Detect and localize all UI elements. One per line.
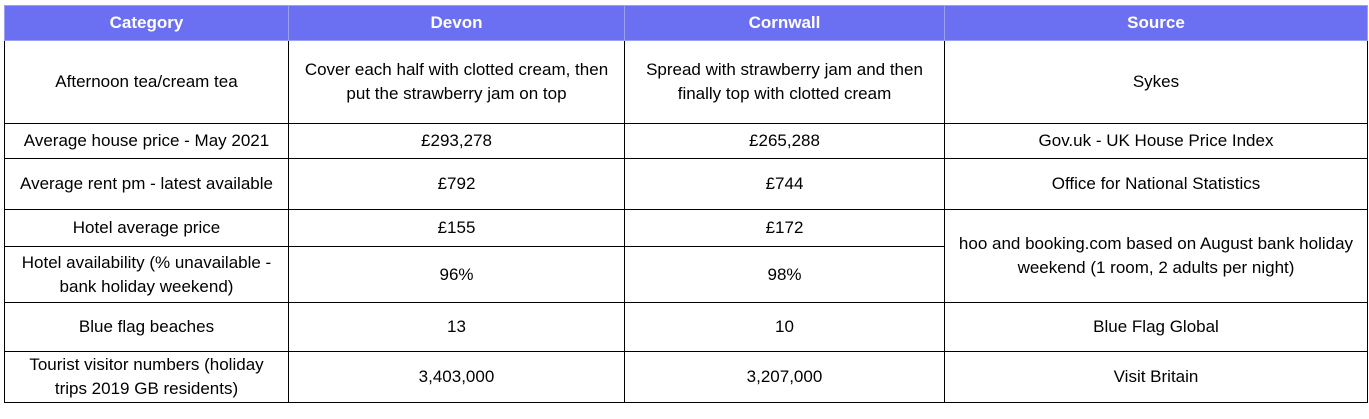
source-cell: Gov.uk - UK House Price Index xyxy=(944,123,1368,159)
devon-cell: 96% xyxy=(288,246,625,303)
table-row: Average house price - May 2021 £293,278 … xyxy=(4,123,1368,159)
devon-cell: £792 xyxy=(288,158,625,210)
source-cell: Sykes xyxy=(944,40,1368,124)
source-cell: Office for National Statistics xyxy=(944,158,1368,210)
category-cell: Blue flag beaches xyxy=(4,302,289,352)
header-cornwall: Cornwall xyxy=(624,5,945,41)
table-row: Tourist visitor numbers (holiday trips 2… xyxy=(4,351,1368,403)
table-row: Average rent pm - latest available £792 … xyxy=(4,158,1368,210)
source-cell-merged: hoo and booking.com based on August bank… xyxy=(944,209,1368,303)
header-row: Category Devon Cornwall Source xyxy=(4,5,1368,41)
category-cell: Afternoon tea/cream tea xyxy=(4,40,289,124)
cornwall-cell: 3,207,000 xyxy=(624,351,945,403)
devon-cell: 13 xyxy=(288,302,625,352)
cornwall-cell: £744 xyxy=(624,158,945,210)
cornwall-cell: £172 xyxy=(624,209,945,247)
cornwall-cell: 10 xyxy=(624,302,945,352)
header-category: Category xyxy=(4,5,289,41)
category-cell: Hotel average price xyxy=(4,209,289,247)
table-row: Hotel availability (% unavailable - bank… xyxy=(4,246,1368,303)
cornwall-cell: Spread with strawberry jam and then fina… xyxy=(624,40,945,124)
comparison-table: Category Devon Cornwall Source Afternoon… xyxy=(4,5,1368,403)
header-devon: Devon xyxy=(288,5,625,41)
cornwall-cell: 98% xyxy=(624,246,945,303)
category-cell: Average house price - May 2021 xyxy=(4,123,289,159)
cornwall-cell: £265,288 xyxy=(624,123,945,159)
source-cell: Visit Britain xyxy=(944,351,1368,403)
header-source: Source xyxy=(944,5,1368,41)
devon-cell: 3,403,000 xyxy=(288,351,625,403)
devon-cell: £155 xyxy=(288,209,625,247)
devon-cell: £293,278 xyxy=(288,123,625,159)
table-row: Afternoon tea/cream tea Cover each half … xyxy=(4,40,1368,124)
table-row: Hotel average price £155 £172 hoo and bo… xyxy=(4,209,1368,303)
table-row: Blue flag beaches 13 10 Blue Flag Global xyxy=(4,302,1368,352)
source-cell: Blue Flag Global xyxy=(944,302,1368,352)
category-cell: Tourist visitor numbers (holiday trips 2… xyxy=(4,351,289,403)
category-cell: Average rent pm - latest available xyxy=(4,158,289,210)
devon-cell: Cover each half with clotted cream, then… xyxy=(288,40,625,124)
category-cell: Hotel availability (% unavailable - bank… xyxy=(4,246,289,303)
